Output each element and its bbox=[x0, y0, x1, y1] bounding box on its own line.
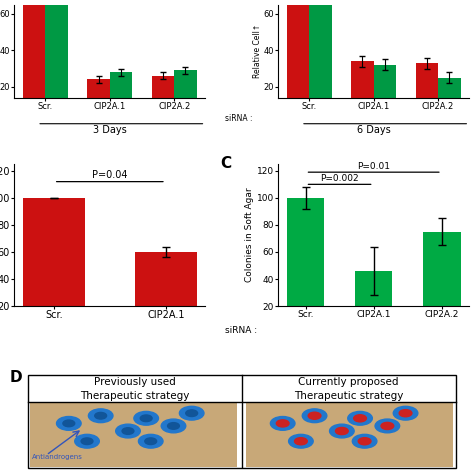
Circle shape bbox=[270, 417, 295, 430]
X-axis label: 3 Days: 3 Days bbox=[93, 125, 127, 135]
Bar bbox=[416, 63, 438, 123]
Text: siRNA :: siRNA : bbox=[225, 326, 256, 335]
Circle shape bbox=[276, 420, 289, 427]
Circle shape bbox=[381, 422, 394, 429]
Bar bbox=[351, 61, 374, 123]
Circle shape bbox=[352, 434, 377, 448]
Circle shape bbox=[289, 434, 313, 448]
Circle shape bbox=[186, 410, 198, 417]
Text: siRNA :: siRNA : bbox=[225, 114, 252, 123]
Text: D: D bbox=[9, 371, 22, 385]
Circle shape bbox=[116, 424, 140, 438]
Bar bbox=[423, 232, 461, 333]
Bar bbox=[246, 403, 453, 467]
Y-axis label: Relative Cell↑: Relative Cell↑ bbox=[253, 24, 262, 78]
Circle shape bbox=[161, 419, 186, 433]
Bar bbox=[287, 198, 324, 333]
Bar bbox=[87, 80, 110, 123]
Text: Antiandrogens: Antiandrogens bbox=[31, 454, 82, 460]
Bar bbox=[438, 78, 461, 123]
Circle shape bbox=[329, 424, 354, 438]
Circle shape bbox=[348, 411, 373, 425]
Circle shape bbox=[375, 419, 400, 433]
Circle shape bbox=[122, 428, 134, 434]
Circle shape bbox=[138, 434, 163, 448]
Circle shape bbox=[145, 438, 156, 445]
Circle shape bbox=[358, 438, 371, 445]
Circle shape bbox=[168, 423, 179, 429]
Bar bbox=[23, 198, 84, 333]
Text: P=0.01: P=0.01 bbox=[357, 163, 390, 172]
Bar bbox=[23, 0, 46, 123]
Bar bbox=[310, 0, 332, 123]
Circle shape bbox=[140, 415, 152, 421]
Circle shape bbox=[302, 409, 327, 423]
Y-axis label: Colonies in Soft Agar: Colonies in Soft Agar bbox=[245, 188, 254, 283]
Bar bbox=[374, 65, 396, 123]
Circle shape bbox=[399, 410, 412, 417]
Bar bbox=[30, 403, 237, 467]
Text: Currently proposed
Therapeutic strategy: Currently proposed Therapeutic strategy bbox=[294, 377, 403, 401]
Text: Previously used
Therapeutic strategy: Previously used Therapeutic strategy bbox=[80, 377, 190, 401]
Bar bbox=[46, 0, 68, 123]
X-axis label: 6 Days: 6 Days bbox=[357, 125, 391, 135]
Bar bbox=[110, 72, 132, 123]
Bar bbox=[287, 0, 310, 123]
Text: P=0.04: P=0.04 bbox=[92, 170, 128, 180]
Circle shape bbox=[81, 438, 93, 445]
Circle shape bbox=[95, 412, 107, 419]
Circle shape bbox=[354, 415, 366, 422]
Text: C: C bbox=[221, 155, 232, 171]
Circle shape bbox=[179, 406, 204, 420]
Bar bbox=[355, 271, 392, 333]
Bar bbox=[135, 252, 197, 333]
Circle shape bbox=[75, 434, 100, 448]
Circle shape bbox=[63, 420, 75, 427]
Circle shape bbox=[336, 428, 348, 435]
Circle shape bbox=[88, 409, 113, 423]
Text: P=0.002: P=0.002 bbox=[320, 174, 359, 183]
Circle shape bbox=[134, 411, 158, 425]
Circle shape bbox=[294, 438, 307, 445]
Bar bbox=[152, 76, 174, 123]
Bar bbox=[174, 70, 197, 123]
Circle shape bbox=[56, 417, 81, 430]
Circle shape bbox=[393, 406, 418, 420]
Circle shape bbox=[308, 412, 321, 419]
